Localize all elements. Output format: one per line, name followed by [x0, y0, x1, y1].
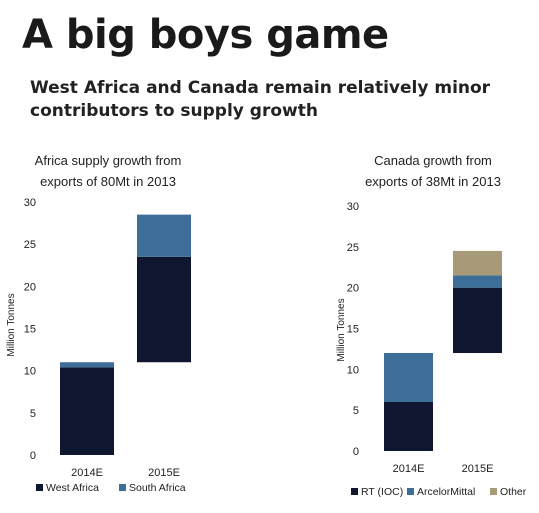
africa-legend-label-south-africa: South Africa	[129, 482, 186, 494]
africa-x-tick-label: 2014E	[71, 467, 103, 479]
canada-y-tick-label: 0	[353, 446, 359, 458]
africa-legend-label-west-africa: West Africa	[46, 482, 99, 494]
africa-x-tick-label: 2015E	[148, 467, 180, 479]
africa-y-axis-label: Million Tonnes	[6, 293, 17, 356]
canada-bar-2015e-arcelormittal	[453, 275, 502, 288]
canada-bar-2015e-rt-ioc	[453, 287, 502, 353]
canada-x-tick-label: 2015E	[462, 463, 494, 475]
africa-y-tick-label: 10	[24, 366, 36, 378]
canada-y-tick-label: 10	[347, 364, 359, 376]
africa-bar-2015e-west-africa	[137, 256, 191, 363]
canada-legend-label-rt-ioc: RT (IOC)	[361, 486, 403, 498]
canada-bar-2015e-other	[453, 250, 502, 276]
africa-bar-2014e-south-africa	[60, 362, 114, 368]
canada-bar-2014e-arcelormittal	[384, 353, 433, 402]
africa-y-tick-label: 30	[24, 197, 36, 209]
africa-legend-swatch-west-africa	[36, 484, 43, 491]
africa-bar-2014e-west-africa	[60, 367, 114, 455]
canada-y-tick-label: 25	[347, 242, 359, 254]
canada-legend-swatch-rt-ioc	[351, 488, 358, 495]
canada-chart-title-line: Canada growth from	[374, 153, 492, 168]
canada-y-tick-label: 15	[347, 324, 359, 336]
page-subtitle: West Africa and Canada remain relatively…	[30, 78, 491, 121]
canada-chart-title-line: exports of 38Mt in 2013	[365, 174, 501, 189]
africa-y-tick-label: 15	[24, 324, 36, 336]
canada-y-axis-label: Million Tonnes	[336, 298, 347, 361]
africa-y-tick-label: 20	[24, 281, 36, 293]
africa-bar-2015e-south-africa	[137, 214, 191, 257]
canada-x-tick-label: 2014E	[393, 463, 425, 475]
page-title: A big boys game	[22, 12, 389, 58]
africa-chart-title-line: exports of 80Mt in 2013	[40, 174, 176, 189]
canada-y-tick-label: 30	[347, 201, 359, 213]
canada-y-tick-label: 5	[353, 405, 359, 417]
canada-bar-2014e-rt-ioc	[384, 402, 433, 451]
africa-y-tick-label: 0	[30, 450, 36, 462]
canada-legend-swatch-other	[490, 488, 497, 495]
canada-y-tick-label: 20	[347, 283, 359, 295]
canada-legend-swatch-arcelormittal	[407, 488, 414, 495]
africa-y-tick-label: 25	[24, 239, 36, 251]
africa-y-tick-label: 5	[30, 408, 36, 420]
africa-chart-title-line: Africa supply growth from	[35, 153, 182, 168]
canada-legend-label-arcelormittal: ArcelorMittal	[417, 486, 475, 498]
africa-legend-swatch-south-africa	[119, 484, 126, 491]
canada-legend-label-other: Other	[500, 486, 527, 498]
